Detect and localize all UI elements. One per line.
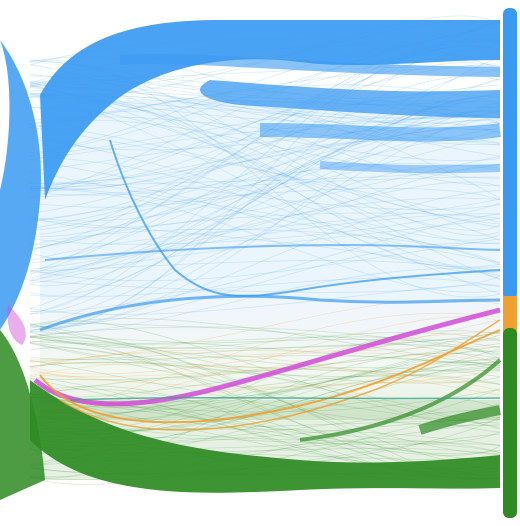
orange-flow-line-2 xyxy=(59,319,501,431)
flow-thread xyxy=(29,340,501,455)
upper-blue-strand-2 xyxy=(259,123,501,142)
flow-thread xyxy=(29,164,501,190)
flow-thread xyxy=(29,378,501,464)
flow-thread xyxy=(29,333,501,471)
flow-thread xyxy=(29,176,501,198)
flow-thread xyxy=(29,135,501,208)
flow-thread xyxy=(29,277,501,298)
flow-thread xyxy=(29,322,501,385)
flow-thread xyxy=(29,352,501,479)
blue-flow-line-3 xyxy=(44,243,501,261)
flow-thread xyxy=(29,188,501,223)
flow-thread xyxy=(29,198,501,262)
lower-green-strand-1 xyxy=(418,405,501,435)
flow-thread xyxy=(29,298,501,363)
flow-thread xyxy=(29,342,501,377)
flow-thread xyxy=(29,93,501,274)
flow-thread xyxy=(29,332,501,349)
mixed-mist xyxy=(40,300,500,420)
left-green-fan xyxy=(0,330,45,500)
flow-thread xyxy=(29,84,501,158)
flow-thread xyxy=(29,115,501,310)
flow-thread xyxy=(29,319,501,382)
flow-thread xyxy=(29,326,501,356)
flow-thread xyxy=(29,332,501,375)
flow-thread xyxy=(29,318,501,366)
flow-thread xyxy=(29,213,501,279)
bar-segment-blue xyxy=(503,8,517,300)
flow-thread xyxy=(29,57,501,287)
bar-segment-green xyxy=(503,328,517,518)
flow-thread xyxy=(29,170,501,266)
flow-thread xyxy=(29,127,501,232)
flow-thread xyxy=(29,275,501,293)
flow-thread xyxy=(29,324,501,428)
flow-thread xyxy=(29,119,501,179)
flow-thread xyxy=(29,135,501,241)
blue-flow-line-2 xyxy=(39,294,501,332)
flow-thread xyxy=(29,346,501,408)
flow-thread xyxy=(29,362,501,430)
upper-blue-strand-1 xyxy=(119,53,501,77)
flow-thread xyxy=(29,367,501,396)
flow-thread xyxy=(29,181,501,260)
teal-flow-line xyxy=(69,396,501,401)
flow-thread xyxy=(29,69,501,296)
top-blue-band xyxy=(40,20,500,200)
flow-thread xyxy=(29,124,501,228)
flow-thread xyxy=(29,337,501,364)
flow-thread xyxy=(29,371,501,388)
flow-thread xyxy=(29,188,501,263)
upper-blue-strand-3 xyxy=(319,161,501,174)
bottom-green-band xyxy=(30,380,500,493)
flow-thread xyxy=(29,62,501,250)
flow-thread xyxy=(29,361,501,392)
flow-thread xyxy=(29,337,501,368)
flow-thread xyxy=(29,320,501,433)
flow-thread xyxy=(29,219,501,277)
flow-thread xyxy=(29,343,501,361)
left-blue-fan xyxy=(0,40,41,330)
flow-thread xyxy=(29,156,501,295)
flow-thread xyxy=(29,109,501,264)
flow-thread xyxy=(29,197,501,270)
flow-thread xyxy=(29,358,501,414)
flow-thread xyxy=(29,114,501,275)
flow-thread xyxy=(29,331,501,348)
flow-thread xyxy=(29,118,501,151)
left-magenta-patch xyxy=(7,305,26,345)
flow-thread xyxy=(29,361,501,372)
flow-thread xyxy=(29,213,501,315)
flow-thread xyxy=(29,242,501,331)
flow-thread xyxy=(29,158,501,210)
flow-thread xyxy=(29,343,501,381)
flow-thread xyxy=(29,163,501,330)
flow-thread xyxy=(29,163,501,196)
flow-thread xyxy=(29,361,501,424)
magenta-flow-line xyxy=(33,307,501,407)
flow-thread xyxy=(29,323,501,365)
flow-thread xyxy=(29,156,501,229)
flow-thread xyxy=(29,182,501,268)
top-blue-sub-band xyxy=(200,80,500,118)
flow-thread xyxy=(29,212,501,252)
flow-thread xyxy=(29,260,501,280)
flow-thread xyxy=(29,119,501,238)
flow-thread xyxy=(29,126,501,223)
flow-thread xyxy=(29,75,501,220)
flow-thread xyxy=(29,190,501,330)
flow-thread xyxy=(29,352,501,376)
flow-thread xyxy=(29,332,501,349)
flow-thread xyxy=(29,202,501,245)
flow-thread xyxy=(29,217,501,282)
flow-thread xyxy=(29,164,501,316)
flow-thread xyxy=(29,228,501,264)
flow-thread xyxy=(29,267,501,333)
right-stacked-bar xyxy=(503,8,517,518)
flow-thread xyxy=(29,335,501,456)
lower-green-strand-2 xyxy=(299,358,502,442)
flow-thread xyxy=(29,342,501,384)
flow-thread xyxy=(29,352,501,396)
